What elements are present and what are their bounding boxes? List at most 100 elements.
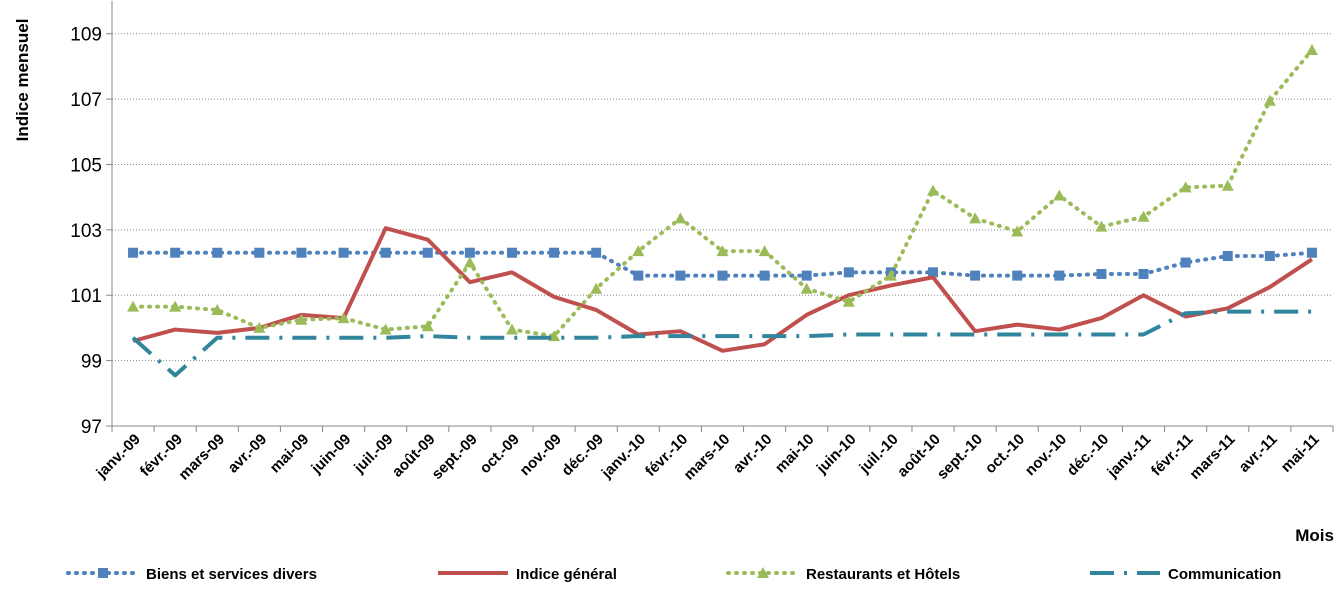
series: [131, 309, 1312, 378]
point: [758, 245, 771, 257]
y-axis-title: Indice mensuel: [13, 19, 32, 142]
point: [716, 245, 729, 257]
legend-item: Restaurants et Hôtels: [726, 566, 960, 583]
point: [1263, 94, 1276, 106]
point: [884, 269, 897, 281]
point: [1095, 220, 1108, 232]
point: [927, 184, 940, 196]
x-tick-label: avr.-10: [730, 431, 776, 477]
point: [506, 247, 517, 258]
point: [505, 323, 518, 335]
x-tick-label: nov.-09: [517, 431, 565, 479]
x-tick-label: avr.-11: [1236, 431, 1281, 476]
point: [211, 303, 224, 315]
point: [675, 270, 686, 281]
y-tick-label: 105: [70, 155, 102, 176]
point: [1096, 268, 1107, 279]
point: [1306, 247, 1317, 258]
series: [127, 44, 1318, 342]
series-line: [131, 48, 1314, 339]
legend-item: Biens et services divers: [66, 566, 317, 583]
point: [633, 270, 644, 281]
point: [1011, 225, 1024, 237]
point: [379, 323, 392, 335]
x-tick-label: mai-09: [267, 431, 313, 477]
x-tick-label: nov.-10: [1022, 431, 1070, 479]
x-tick-label: déc.-10: [1064, 431, 1113, 480]
legend-item: Indice général: [438, 566, 617, 583]
point: [842, 295, 855, 307]
point: [969, 212, 982, 224]
point: [843, 267, 854, 278]
point: [128, 247, 139, 258]
legend-marker: [757, 567, 769, 578]
point: [338, 247, 349, 258]
point: [1180, 257, 1191, 268]
point: [549, 247, 560, 258]
point: [1138, 268, 1149, 279]
point: [464, 247, 475, 258]
point: [591, 247, 602, 258]
point: [127, 300, 140, 312]
x-tick-label: janv.-09: [92, 431, 143, 482]
point: [759, 270, 770, 281]
legend-label: Indice général: [516, 566, 617, 583]
point: [421, 320, 434, 332]
y-tick-label: 97: [81, 417, 102, 438]
legend-marker: [98, 568, 108, 578]
x-tick-label: mars-10: [681, 431, 734, 484]
point: [212, 247, 223, 258]
x-tick-label: sept.-09: [429, 431, 481, 483]
point: [970, 270, 981, 281]
point: [463, 256, 476, 268]
x-tick-label: janv.-10: [598, 431, 649, 482]
point: [801, 270, 812, 281]
point: [1012, 270, 1023, 281]
point: [1054, 270, 1065, 281]
y-tick-label: 109: [70, 25, 102, 46]
point: [1053, 189, 1066, 201]
x-tick-label: oct.-10: [982, 431, 1028, 477]
point: [380, 247, 391, 258]
y-tick-label: 101: [70, 286, 102, 307]
x-tick-label: mai-10: [772, 431, 818, 477]
legend-item: Communication: [1090, 566, 1281, 583]
y-tick-label: 103: [70, 221, 102, 242]
y-tick-label: 99: [81, 352, 102, 373]
point: [717, 270, 728, 281]
x-tick-label: juin-09: [307, 431, 354, 478]
point: [1222, 251, 1233, 261]
x-axis-title: Mois: [1295, 526, 1334, 545]
point: [928, 267, 939, 278]
x-tick-label: avr.-09: [225, 431, 271, 477]
point: [253, 321, 266, 333]
point: [1137, 210, 1150, 222]
point: [170, 247, 181, 258]
point: [1305, 44, 1318, 56]
point: [1221, 179, 1234, 191]
legend-label: Communication: [1168, 566, 1281, 583]
x-tick-label: mai-11: [1278, 431, 1323, 476]
y-tick-label: 107: [70, 90, 102, 111]
point: [674, 212, 687, 224]
x-tick-label: sept.-10: [934, 431, 986, 483]
point: [169, 300, 182, 312]
x-tick-label: juin-10: [813, 431, 860, 478]
point: [422, 247, 433, 258]
point: [632, 245, 645, 257]
point: [1264, 251, 1275, 261]
point: [296, 247, 307, 258]
series-line: [131, 309, 1312, 378]
point: [590, 282, 603, 294]
point: [337, 312, 350, 324]
point: [1179, 181, 1192, 193]
x-tick-label: oct.-09: [477, 431, 523, 477]
legend-label: Biens et services divers: [146, 566, 317, 583]
x-tick-label: mars-09: [175, 431, 228, 484]
point: [295, 313, 308, 325]
point: [254, 247, 265, 258]
x-tick-label: janv.-11: [1104, 431, 1155, 482]
legend-label: Restaurants et Hôtels: [806, 566, 960, 583]
point: [800, 282, 813, 294]
